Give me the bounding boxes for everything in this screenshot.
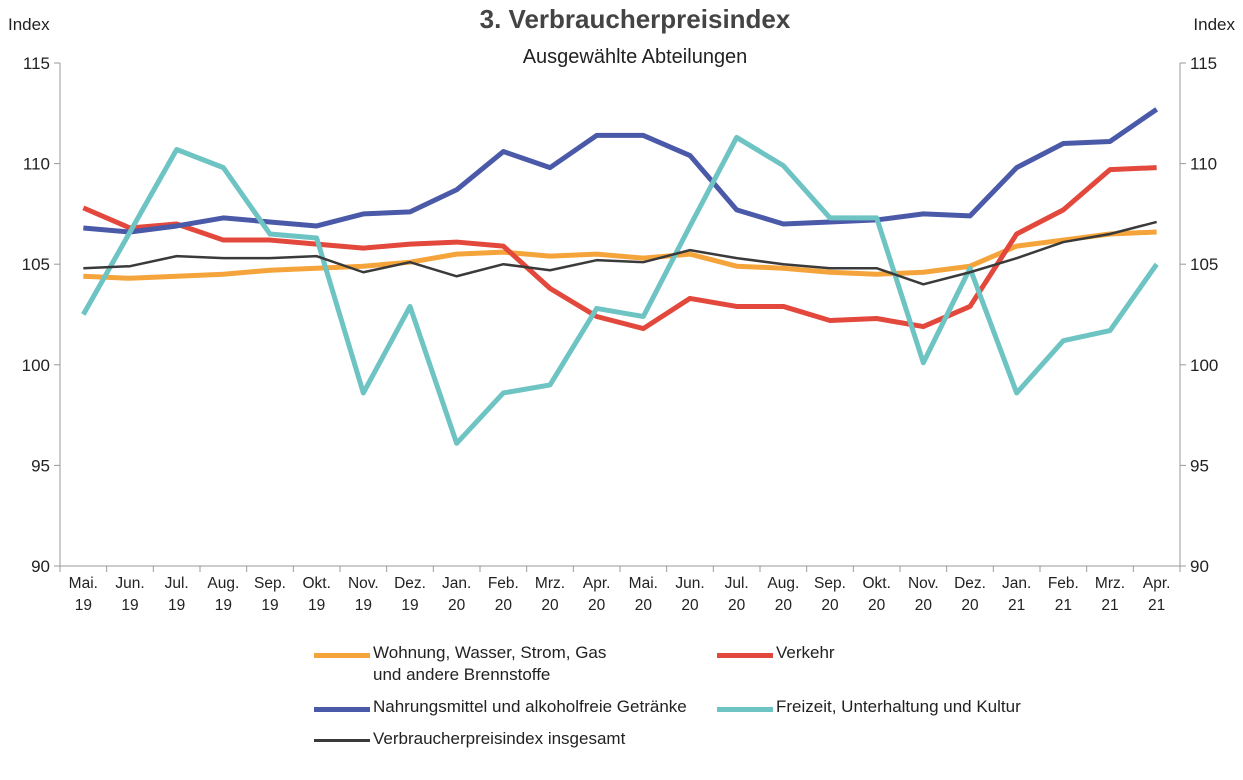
x-tick-label: Jan. 20: [442, 575, 471, 614]
y2-tick-label: 95: [1190, 456, 1209, 475]
y2-tick-label: 110: [1190, 155, 1217, 174]
x-tick-label: Mrz. 21: [1095, 575, 1125, 614]
legend-label: Wohnung, Wasser, Strom, Gas und andere B…: [373, 643, 607, 684]
x-tick-label: Sep. 20: [814, 575, 846, 614]
x-tick-label: Mrz. 20: [535, 575, 565, 614]
legend-item: Verbraucherpreisindex insgesamt: [314, 728, 717, 750]
legend-swatch: [314, 739, 370, 742]
x-tick-label: Feb. 21: [1048, 575, 1079, 614]
legend-label: Freizeit, Unterhaltung und Kultur: [776, 697, 1021, 716]
y-tick-label: 115: [23, 54, 50, 73]
y-tick-label: 100: [22, 356, 50, 375]
y-tick-label: 95: [31, 456, 50, 475]
x-tick-label: Aug. 19: [207, 575, 239, 614]
x-tick-label: Apr. 21: [1143, 575, 1171, 614]
x-tick-label: Mai. 20: [629, 575, 658, 614]
y-axis-label: Index: [8, 15, 50, 34]
y2-axis-label: Index: [1193, 15, 1235, 34]
legend-label: Nahrungsmittel und alkoholfreie Getränke: [373, 697, 687, 716]
legend-item: Verkehr: [717, 642, 1117, 686]
legend-swatch: [314, 707, 370, 712]
legend-swatch: [717, 707, 773, 712]
chart: 3. Verbraucherpreisindex Ausgewählte Abt…: [8, 4, 1235, 614]
series-line: [83, 229, 1157, 281]
series-line: [81, 134, 1159, 446]
x-tick-label: Jun. 20: [675, 575, 704, 614]
y2-tick-label: 100: [1190, 356, 1218, 375]
series-line: [83, 220, 1157, 286]
legend-item: Wohnung, Wasser, Strom, Gas und andere B…: [314, 642, 717, 686]
x-tick-label: Jul. 20: [725, 575, 749, 614]
y-tick-label: 90: [31, 557, 50, 576]
x-tick-label: Okt. 19: [302, 575, 330, 614]
legend-label: Verkehr: [776, 643, 835, 662]
x-tick-label: Dez. 20: [954, 575, 986, 614]
y2-tick-label: 105: [1190, 255, 1218, 274]
x-tick-label: Feb. 20: [488, 575, 519, 614]
x-tick-label: Mai. 19: [69, 575, 98, 614]
legend: Wohnung, Wasser, Strom, Gas und andere B…: [314, 642, 1114, 750]
x-tick-label: Jun. 19: [115, 575, 144, 614]
y2-tick-label: 90: [1190, 557, 1209, 576]
y-tick-label: 110: [23, 155, 50, 174]
legend-swatch: [717, 653, 773, 658]
x-tick-label: Apr. 20: [583, 575, 611, 614]
chart-subtitle: Ausgewählte Abteilungen: [523, 46, 748, 68]
y-tick-label: 105: [22, 255, 50, 274]
legend-item: Freizeit, Unterhaltung und Kultur: [717, 696, 1117, 718]
legend-item: Nahrungsmittel und alkoholfreie Getränke: [314, 696, 717, 718]
x-tick-label: Okt. 20: [862, 575, 890, 614]
x-tick-label: Jul. 19: [165, 575, 189, 614]
x-tick-label: Dez. 19: [394, 575, 426, 614]
y2-tick-label: 115: [1190, 54, 1217, 73]
x-tick-label: Aug. 20: [767, 575, 799, 614]
x-tick-label: Nov. 19: [348, 575, 379, 614]
chart-title: 3. Verbraucherpreisindex: [480, 4, 791, 34]
series-line: [83, 107, 1159, 235]
x-tick-label: Nov. 20: [908, 575, 939, 614]
legend-label: Verbraucherpreisindex insgesamt: [373, 729, 626, 748]
x-tick-label: Sep. 19: [254, 575, 286, 614]
legend-swatch: [314, 653, 370, 658]
x-tick-label: Jan. 21: [1002, 575, 1031, 614]
